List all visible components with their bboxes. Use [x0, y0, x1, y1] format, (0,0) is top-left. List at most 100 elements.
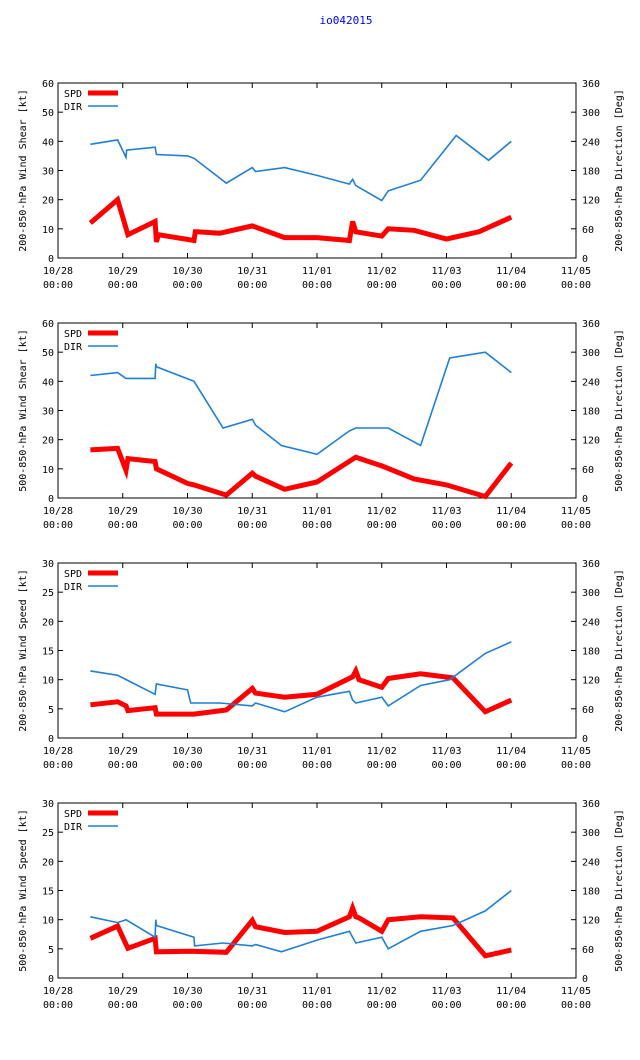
left-tick-label: 25	[42, 588, 54, 599]
left-tick-label: 10	[42, 225, 54, 236]
left-tick-label: 10	[42, 465, 54, 476]
right-tick-label: 240	[582, 377, 600, 388]
left-tick-label: 0	[48, 494, 54, 505]
x-tick-time: 00:00	[431, 520, 461, 531]
x-tick-time: 00:00	[108, 1000, 138, 1011]
x-tick-time: 00:00	[496, 760, 526, 771]
legend-label-dir: DIR	[64, 582, 83, 593]
x-tick-date: 11/04	[496, 746, 526, 757]
left-tick-label: 15	[42, 647, 54, 658]
x-tick-time: 00:00	[431, 760, 461, 771]
dir-series-line	[90, 641, 512, 713]
right-tick-label: 0	[582, 734, 588, 745]
legend-label-spd: SPD	[64, 329, 82, 340]
x-tick-time: 00:00	[561, 520, 591, 531]
x-tick-date: 11/05	[561, 746, 591, 757]
legend-label-dir: DIR	[64, 822, 83, 833]
chart-panel-2: 0 10 20 30 40 50 60 0 60 120 180 240 300 360 10/28 00:0…	[18, 319, 625, 531]
legend-label-spd: SPD	[64, 809, 82, 820]
x-tick-date: 11/04	[496, 266, 526, 277]
right-tick-label: 300	[582, 588, 600, 599]
left-tick-label: 30	[42, 559, 54, 570]
x-tick-time: 00:00	[43, 280, 73, 291]
left-tick-label: 0	[48, 974, 54, 985]
right-tick-label: 240	[582, 137, 600, 148]
x-tick-date: 11/01	[302, 506, 332, 517]
chart-panel-4: 05101520253006012018024030036010/2800:00…	[18, 799, 625, 1011]
x-tick-time: 00:00	[237, 280, 267, 291]
right-tick-label: 0	[582, 494, 588, 505]
x-tick-time: 00:00	[367, 1000, 397, 1011]
x-tick-time: 00:00	[302, 1000, 332, 1011]
left-tick-label: 60	[42, 319, 54, 330]
x-tick-date: 11/02	[367, 746, 397, 757]
left-tick-label: 30	[42, 167, 54, 178]
left-tick-label: 0	[48, 254, 54, 265]
x-tick-date: 11/03	[431, 986, 461, 997]
left-tick-label: 10	[42, 916, 54, 927]
x-tick-date: 10/28	[43, 746, 73, 757]
x-tick-time: 00:00	[172, 520, 202, 531]
dir-series-line	[90, 889, 512, 953]
x-tick-date: 11/05	[561, 506, 591, 517]
x-tick-time: 00:00	[496, 520, 526, 531]
x-tick-time: 00:00	[43, 1000, 73, 1011]
x-tick-time: 00:00	[496, 1000, 526, 1011]
x-tick-date: 10/30	[172, 746, 202, 757]
x-tick-time: 00:00	[108, 520, 138, 531]
spd-series-line	[88, 195, 513, 244]
x-tick-time: 00:00	[172, 1000, 202, 1011]
x-tick-time: 00:00	[496, 280, 526, 291]
x-tick-date: 11/04	[496, 986, 526, 997]
right-tick-label: 180	[582, 167, 600, 178]
x-tick-time: 00:00	[237, 520, 267, 531]
x-tick-time: 00:00	[367, 520, 397, 531]
x-tick-date: 11/04	[496, 506, 526, 517]
legend-label-spd: SPD	[64, 89, 82, 100]
right-tick-label: 300	[582, 348, 600, 359]
x-tick-time: 00:00	[237, 760, 267, 771]
x-tick-time: 00:00	[431, 1000, 461, 1011]
right-tick-label: 60	[582, 225, 594, 236]
chart-panel-3: 05101520253006012018024030036010/2800:00…	[18, 559, 625, 771]
left-tick-label: 40	[42, 137, 54, 148]
x-tick-time: 00:00	[302, 760, 332, 771]
x-tick-date: 11/05	[561, 266, 591, 277]
right-tick-label: 180	[582, 647, 600, 658]
x-tick-date: 11/01	[302, 746, 332, 757]
x-tick-date: 10/28	[43, 506, 73, 517]
x-tick-date: 10/31	[237, 506, 267, 517]
right-tick-label: 180	[582, 887, 600, 898]
right-tick-label: 360	[582, 319, 600, 330]
left-tick-label: 40	[42, 377, 54, 388]
legend-label-spd: SPD	[64, 569, 82, 580]
left-tick-label: 30	[42, 407, 54, 418]
x-tick-time: 00:00	[302, 520, 332, 531]
left-tick-label: 50	[42, 108, 54, 119]
left-axis-label: 500-850-hPa Wind Shear [kt]	[18, 329, 29, 492]
x-tick-date: 11/03	[431, 506, 461, 517]
right-tick-label: 60	[582, 465, 594, 476]
x-tick-date: 11/02	[367, 266, 397, 277]
x-tick-time: 00:00	[108, 280, 138, 291]
right-tick-label: 0	[582, 254, 588, 265]
right-tick-label: 300	[582, 828, 600, 839]
plot-frame	[57, 322, 577, 499]
x-tick-date: 10/29	[108, 986, 138, 997]
x-tick-date: 10/31	[237, 266, 267, 277]
right-axis-label: 500-850-hPa Direction [Deg]	[614, 809, 625, 972]
x-tick-time: 00:00	[172, 760, 202, 771]
left-tick-label: 20	[42, 617, 54, 628]
spd-series-line	[89, 900, 512, 959]
x-tick-time: 00:00	[108, 760, 138, 771]
x-tick-time: 00:00	[561, 280, 591, 291]
x-tick-date: 11/01	[302, 986, 332, 997]
right-tick-label: 60	[582, 705, 594, 716]
x-tick-time: 00:00	[43, 520, 73, 531]
x-tick-time: 00:00	[561, 760, 591, 771]
right-tick-label: 360	[582, 79, 600, 90]
x-tick-date: 10/28	[43, 986, 73, 997]
x-tick-date: 10/30	[172, 986, 202, 997]
x-tick-date: 11/02	[367, 986, 397, 997]
